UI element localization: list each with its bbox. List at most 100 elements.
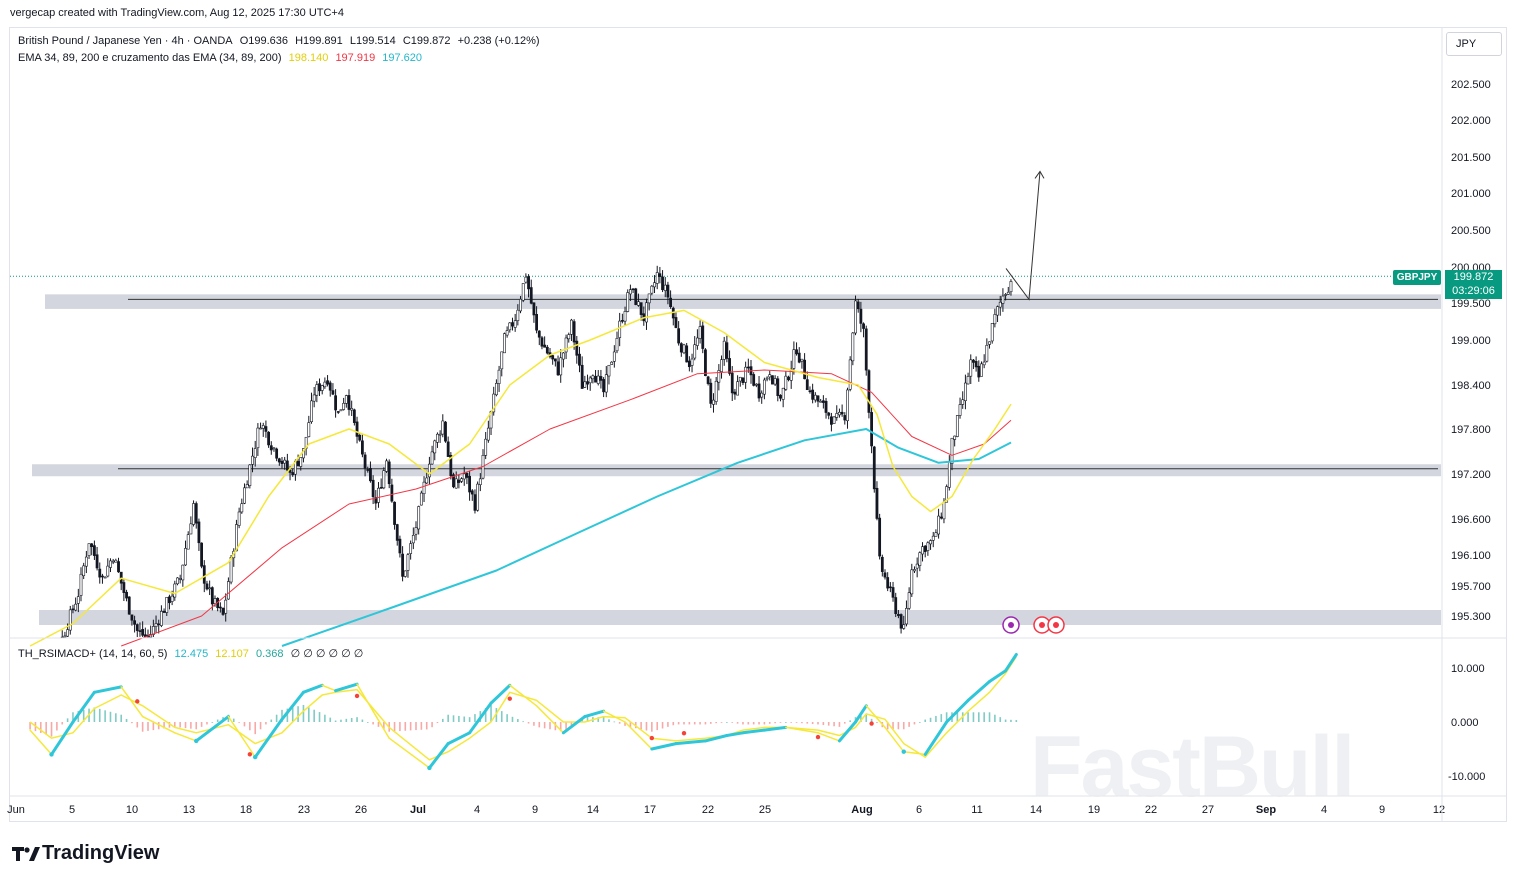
osc-tick-label: 0.000 bbox=[1451, 717, 1479, 729]
histogram-bar bbox=[104, 710, 106, 722]
candle-body bbox=[291, 472, 295, 476]
candle-body bbox=[1001, 295, 1005, 304]
time-tick-label: Sep bbox=[1256, 804, 1276, 816]
ema34-line bbox=[29, 309, 1012, 647]
candle-body bbox=[883, 572, 887, 578]
candle-body bbox=[76, 596, 80, 604]
candle-body bbox=[977, 365, 981, 378]
tradingview-brand[interactable]: TradingView bbox=[12, 842, 159, 865]
indicator-label: TH_RSIMACD+ (14, 14, 60, 5) bbox=[18, 648, 168, 660]
histogram-bar bbox=[163, 722, 165, 729]
candle-body bbox=[213, 598, 217, 604]
candle-body bbox=[610, 361, 614, 365]
candle-body bbox=[484, 438, 488, 456]
candle-body bbox=[915, 563, 919, 569]
candle-body bbox=[178, 578, 182, 580]
histogram-bar bbox=[179, 722, 181, 728]
histogram-bar bbox=[157, 722, 160, 730]
histogram-bar bbox=[291, 707, 294, 722]
candle-body bbox=[395, 524, 399, 541]
high-value: H199.891 bbox=[295, 35, 343, 47]
candle-body bbox=[821, 400, 825, 403]
candle-body bbox=[880, 556, 884, 572]
candle-body bbox=[934, 532, 938, 537]
candle-body bbox=[74, 603, 78, 611]
candle-body bbox=[205, 583, 209, 590]
tradingview-logo-icon bbox=[12, 846, 40, 861]
histogram-bar bbox=[752, 722, 755, 725]
osc-fast-segment bbox=[762, 725, 788, 732]
candle-body bbox=[784, 375, 788, 390]
candle-body bbox=[851, 332, 855, 362]
candle-body bbox=[192, 503, 195, 525]
candle-body bbox=[902, 624, 906, 629]
symbol-legend[interactable]: British Pound / Japanese Yen · 4h · OAND… bbox=[18, 35, 544, 47]
candle-body bbox=[312, 394, 316, 402]
last-price-tag: 199.872 03:29:06 bbox=[1445, 270, 1502, 299]
candle-body bbox=[385, 460, 388, 472]
candle-body bbox=[620, 320, 624, 322]
candle-body bbox=[811, 389, 815, 400]
histogram-bar bbox=[361, 719, 364, 722]
last-price-value: 199.872 bbox=[1453, 271, 1494, 283]
histogram-bar bbox=[404, 722, 407, 731]
histogram-bar bbox=[779, 722, 782, 723]
candle-body bbox=[350, 408, 354, 411]
osc-fast-segment bbox=[427, 742, 450, 770]
histogram-bar bbox=[45, 722, 47, 735]
close-value: C199.872 bbox=[402, 35, 451, 47]
osc-fast-segment bbox=[174, 732, 197, 742]
candle-body bbox=[401, 553, 405, 577]
candle-body bbox=[221, 607, 225, 615]
histogram-bar bbox=[699, 722, 701, 725]
candle-body bbox=[320, 385, 324, 391]
candle-body bbox=[200, 542, 204, 567]
histogram-bar bbox=[345, 718, 348, 722]
candle-body bbox=[679, 343, 683, 353]
candle-body bbox=[588, 377, 592, 384]
candle-body bbox=[208, 587, 212, 590]
histogram-bar bbox=[399, 722, 401, 732]
ema-legend[interactable]: EMA 34, 89, 200 e cruzamento das EMA (34… bbox=[18, 52, 426, 64]
histogram-bar bbox=[870, 718, 873, 722]
candle-body bbox=[819, 400, 823, 403]
histogram-bar bbox=[967, 712, 969, 722]
indicator-legend[interactable]: TH_RSIMACD+ (14, 14, 60, 5) 12.475 12.10… bbox=[18, 647, 367, 660]
candle-body bbox=[296, 461, 300, 467]
candle-body bbox=[974, 361, 978, 368]
histogram-bar bbox=[774, 722, 776, 724]
histogram-bar bbox=[334, 720, 337, 722]
candle-body bbox=[607, 364, 611, 377]
osc-fast-segment bbox=[703, 734, 729, 743]
histogram-bar bbox=[742, 722, 744, 725]
candle-body bbox=[251, 455, 254, 465]
candle-body bbox=[494, 383, 498, 396]
candle-body bbox=[674, 317, 678, 328]
candle-body bbox=[669, 297, 673, 307]
histogram-bar bbox=[935, 715, 937, 722]
candle-body bbox=[229, 557, 233, 583]
histogram-bar bbox=[618, 722, 621, 724]
time-tick-label: 10 bbox=[126, 804, 138, 816]
candle-body bbox=[805, 379, 809, 391]
candle-body bbox=[813, 394, 817, 401]
candle-body bbox=[476, 483, 480, 511]
candle-body bbox=[792, 349, 796, 369]
candle-body bbox=[990, 323, 994, 342]
candle-body bbox=[570, 319, 573, 335]
candle-body bbox=[583, 381, 587, 388]
candle-body bbox=[637, 301, 640, 306]
candle-body bbox=[248, 464, 252, 486]
chart-frame bbox=[9, 27, 1507, 822]
histogram-bar bbox=[383, 722, 385, 730]
candle-body bbox=[658, 273, 662, 277]
currency-selector[interactable]: JPY bbox=[1446, 32, 1502, 56]
candle-body bbox=[393, 501, 396, 525]
histogram-bar bbox=[152, 722, 155, 731]
histogram-bar bbox=[366, 722, 369, 723]
histogram-bar bbox=[141, 722, 144, 732]
candle-body bbox=[414, 527, 418, 535]
osc-slow-line bbox=[29, 656, 1017, 761]
candle-body bbox=[717, 370, 721, 383]
